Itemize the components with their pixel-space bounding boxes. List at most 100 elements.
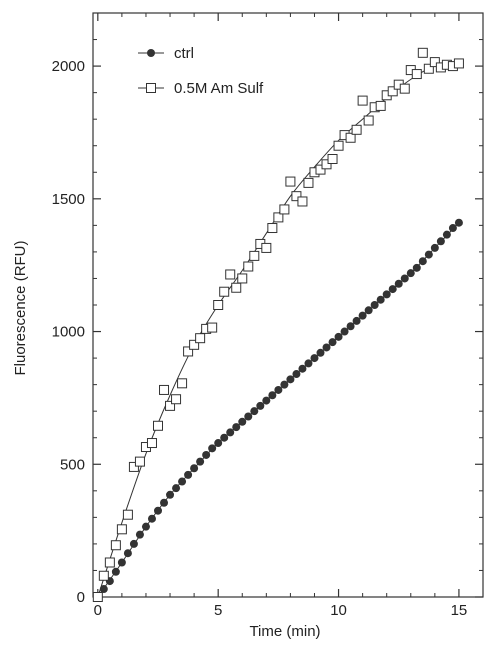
x-axis-label: Time (min)	[249, 623, 320, 640]
point-ctrl	[352, 316, 361, 325]
data-points	[92, 47, 464, 602]
point-am-sulf	[249, 250, 260, 261]
point-am-sulf	[153, 420, 163, 431]
point-ctrl	[147, 514, 156, 523]
point-am-sulf	[411, 69, 422, 80]
point-am-sulf	[219, 286, 230, 297]
point-am-sulf	[453, 58, 464, 69]
point-ctrl	[322, 343, 331, 352]
point-ctrl	[292, 370, 301, 379]
point-am-sulf	[363, 115, 374, 126]
point-am-sulf	[104, 557, 115, 568]
minor-ticks	[93, 13, 483, 597]
point-am-sulf	[189, 339, 200, 350]
point-am-sulf	[110, 540, 121, 551]
point-ctrl	[406, 269, 415, 278]
point-am-sulf	[146, 438, 157, 449]
point-ctrl	[412, 263, 421, 272]
point-am-sulf	[279, 204, 290, 215]
point-am-sulf	[165, 400, 176, 411]
point-am-sulf	[225, 269, 236, 280]
point-am-sulf	[159, 384, 170, 395]
point-ctrl	[340, 327, 349, 336]
point-ctrl	[310, 354, 319, 363]
point-ctrl	[418, 257, 427, 266]
point-ctrl	[388, 285, 397, 294]
point-am-sulf	[261, 242, 272, 253]
point-am-sulf	[285, 176, 296, 187]
point-ctrl	[178, 477, 187, 486]
x-tick-label: 15	[451, 602, 468, 619]
point-ctrl	[394, 279, 403, 288]
point-am-sulf	[327, 154, 338, 164]
point-ctrl	[160, 498, 169, 507]
point-ctrl	[111, 567, 120, 576]
legend-marker-ctrl	[147, 49, 155, 57]
point-ctrl	[298, 364, 307, 373]
point-ctrl	[232, 423, 241, 432]
point-am-sulf	[122, 509, 133, 520]
y-tick-label: 500	[60, 456, 85, 473]
point-ctrl	[334, 332, 343, 341]
point-am-sulf	[183, 346, 194, 357]
point-ctrl	[190, 464, 199, 473]
point-ctrl	[400, 274, 409, 283]
point-am-sulf	[333, 140, 344, 151]
legend-label-am-sulf: 0.5M Am Sulf	[174, 80, 264, 97]
point-am-sulf	[321, 159, 332, 170]
point-ctrl	[123, 549, 132, 558]
point-ctrl	[448, 224, 457, 233]
point-am-sulf	[375, 100, 386, 111]
point-ctrl	[166, 490, 175, 499]
point-am-sulf	[399, 83, 410, 94]
point-ctrl	[214, 439, 223, 448]
point-am-sulf	[177, 378, 188, 389]
point-ctrl	[382, 290, 391, 299]
point-ctrl	[304, 359, 313, 368]
y-tick-label: 1000	[52, 324, 85, 341]
point-ctrl	[454, 218, 463, 227]
point-am-sulf	[351, 124, 362, 135]
point-am-sulf	[213, 300, 224, 310]
x-tick-label: 0	[94, 602, 102, 619]
point-am-sulf	[98, 570, 109, 581]
point-am-sulf	[237, 273, 248, 284]
point-ctrl	[141, 522, 150, 531]
point-ctrl	[424, 250, 433, 259]
y-tick-label: 0	[77, 589, 85, 606]
point-am-sulf	[357, 95, 368, 106]
point-ctrl	[316, 348, 325, 357]
point-ctrl	[172, 484, 181, 493]
point-ctrl	[184, 470, 193, 479]
y-tick-label: 1500	[52, 191, 85, 208]
point-ctrl	[250, 407, 259, 416]
point-ctrl	[280, 380, 289, 389]
point-am-sulf	[243, 261, 254, 272]
point-ctrl	[358, 311, 367, 320]
point-am-sulf	[195, 333, 206, 344]
point-ctrl	[274, 385, 283, 394]
point-am-sulf	[92, 592, 103, 602]
point-am-sulf	[171, 394, 182, 405]
point-am-sulf	[231, 282, 242, 293]
point-am-sulf	[417, 47, 428, 58]
point-am-sulf	[207, 322, 218, 333]
point-ctrl	[328, 338, 337, 347]
legend-label-ctrl: ctrl	[174, 45, 194, 62]
point-ctrl	[99, 585, 108, 594]
point-ctrl	[364, 306, 373, 315]
point-ctrl	[262, 396, 271, 405]
legend-marker-am-sulf	[146, 83, 156, 93]
point-am-sulf	[291, 191, 302, 202]
point-ctrl	[370, 301, 379, 309]
x-axis: 0 5 10 15	[94, 13, 468, 619]
y-axis: 0 500 1000 1500 2000	[52, 58, 483, 606]
point-ctrl	[202, 450, 211, 459]
point-am-sulf	[128, 461, 139, 472]
point-am-sulf	[273, 212, 284, 223]
point-ctrl	[238, 417, 247, 426]
point-ctrl	[268, 391, 277, 400]
point-ctrl	[286, 375, 295, 384]
point-am-sulf	[315, 164, 326, 175]
